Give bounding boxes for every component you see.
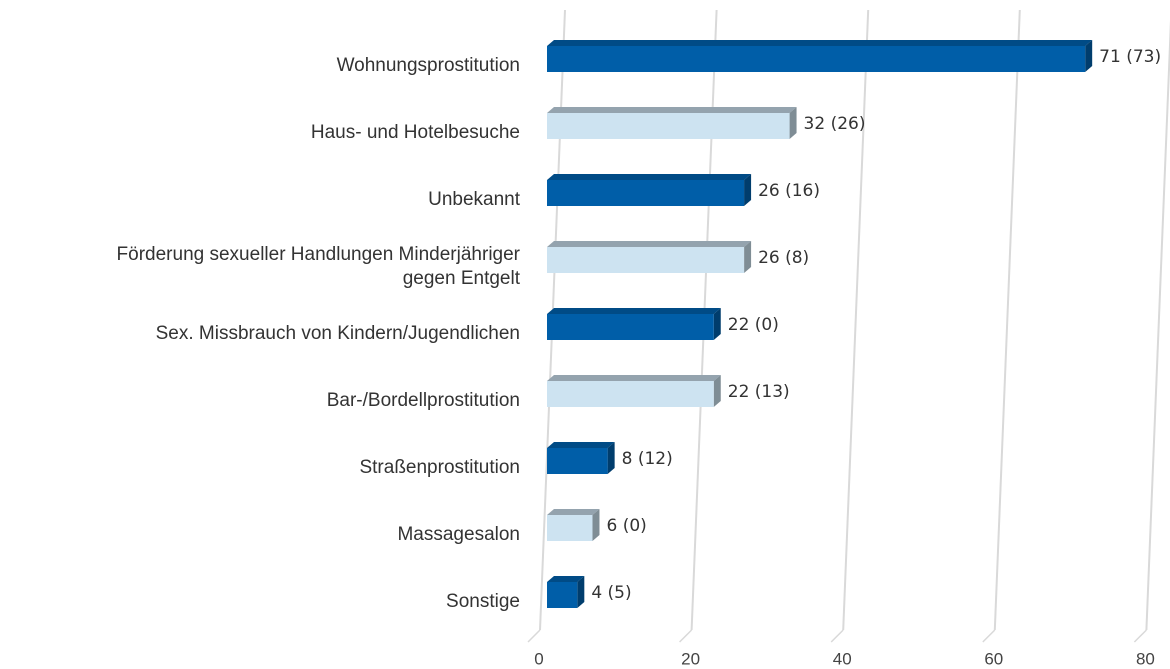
- floor-line: [679, 629, 693, 643]
- bar: [547, 113, 790, 139]
- bar-top: [547, 509, 600, 515]
- bar-top: [547, 308, 721, 314]
- category-label: Straßenprostitution: [359, 457, 520, 478]
- x-tick-label: 60: [984, 649, 1003, 668]
- category-label: Unbekannt: [428, 189, 520, 210]
- category-label: Haus- und Hotelbesuche: [310, 122, 520, 143]
- value-label: 26 (16): [758, 181, 820, 201]
- bar-side: [744, 174, 752, 206]
- bar: [547, 582, 578, 608]
- grid-line: [1145, 19, 1170, 631]
- value-label: 6 (0): [606, 516, 646, 536]
- bar: [547, 314, 714, 340]
- value-label: 26 (8): [758, 248, 809, 268]
- bar-side: [592, 509, 600, 541]
- bar-top: [547, 375, 721, 381]
- bar-top: [547, 107, 797, 113]
- category-label: Massagesalon: [397, 524, 520, 545]
- x-tick-label: 20: [681, 649, 700, 668]
- x-tick-label: 40: [833, 649, 852, 668]
- floor-line: [830, 629, 844, 643]
- bar-side: [713, 308, 721, 340]
- bar: [547, 247, 745, 273]
- bar-side: [1085, 40, 1093, 72]
- value-label: 8 (12): [622, 449, 673, 469]
- x-tick-label: 80: [1136, 649, 1155, 668]
- floor-line: [982, 629, 996, 643]
- bar: [547, 180, 745, 206]
- bar-top: [547, 576, 585, 582]
- value-label: 32 (26): [804, 114, 866, 134]
- value-label: 4 (5): [591, 583, 631, 603]
- bar-top: [547, 174, 752, 180]
- category-label: Bar-/Bordellprostitution: [326, 390, 520, 411]
- x-tick-label: 0: [534, 649, 543, 668]
- bar-side: [789, 107, 797, 139]
- bar-side: [577, 576, 585, 608]
- grid-line: [993, 9, 1021, 631]
- bar: [547, 448, 608, 474]
- floor-line: [1133, 629, 1147, 643]
- grid-line: [842, 9, 870, 631]
- category-label: Sonstige: [446, 591, 520, 612]
- value-label: 71 (73): [1099, 47, 1161, 67]
- category-label: Wohnungsprostitution: [336, 55, 520, 76]
- bar-side: [607, 442, 615, 474]
- bar: [547, 515, 593, 541]
- category-label: Sex. Missbrauch von Kindern/Jugendlichen: [155, 323, 520, 344]
- bar-side: [713, 375, 721, 407]
- bar: [547, 381, 714, 407]
- floor-line: [527, 629, 541, 643]
- bar-side: [744, 241, 752, 273]
- category-label: Förderung sexueller Handlungen Minderjäh…: [116, 244, 520, 289]
- value-label: 22 (0): [728, 315, 779, 335]
- bar-top: [547, 241, 752, 247]
- bar-top: [547, 40, 1093, 46]
- value-label: 22 (13): [728, 382, 790, 402]
- bar-top: [547, 442, 615, 448]
- bar: [547, 46, 1086, 72]
